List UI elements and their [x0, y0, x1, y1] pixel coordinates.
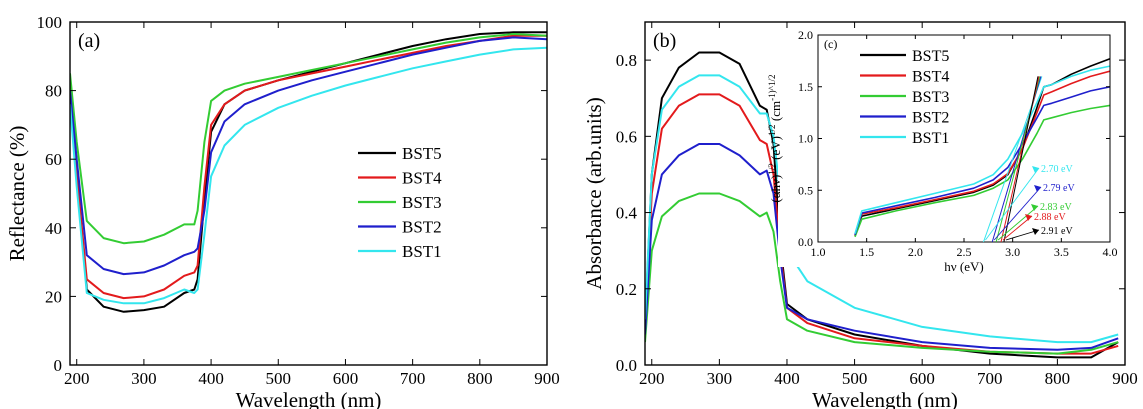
annotation-arrowhead-0 — [1032, 166, 1039, 173]
annotation-arrow-0 — [985, 167, 1040, 241]
x-tick-label: 1.5 — [859, 245, 874, 259]
series-group — [70, 31, 547, 313]
x-tick-label: 3.5 — [1054, 245, 1069, 259]
tangent-line-4 — [1003, 76, 1039, 243]
x-tick-label: 700 — [400, 369, 426, 388]
y-tick-label: 40 — [45, 219, 62, 238]
series-line-bst2 — [70, 36, 547, 276]
x-tick-label: 800 — [467, 369, 493, 388]
y-tick-label: 60 — [45, 150, 62, 169]
y-tick-label: 0.2 — [616, 280, 637, 299]
x-axis-title: Wavelength (nm) — [812, 388, 958, 409]
legend-label: BST1 — [402, 242, 442, 261]
bandgap-label: 2.91 eV — [1041, 226, 1073, 237]
bandgap-label: 2.79 eV — [1043, 183, 1075, 194]
x-tick-label: 2.5 — [957, 245, 972, 259]
y-tick-label: 1.5 — [798, 80, 813, 94]
series-line-bst1 — [70, 46, 547, 305]
y-tick-label: 20 — [45, 287, 62, 306]
annotation-arrowhead-4 — [1032, 228, 1039, 235]
y-tick-label: 0.4 — [616, 204, 638, 223]
x-axis-title: Wavelength (nm) — [236, 388, 382, 409]
y-tick-label: 0.0 — [616, 356, 637, 375]
annotation-arrow-4 — [1005, 229, 1040, 241]
x-tick-label: 800 — [1045, 369, 1071, 388]
series-line-bst4 — [70, 34, 547, 300]
x-tick-label: 900 — [1112, 369, 1138, 388]
y-axis-title-sup: -1)^1/2 — [767, 74, 777, 101]
x-tick-label: 200 — [639, 369, 665, 388]
x-tick-label: 4.0 — [1103, 245, 1118, 259]
panel-label: (c) — [824, 37, 837, 51]
y-tick-label: 1.0 — [798, 132, 813, 146]
y-axis-title-part: (αhν) — [768, 175, 783, 203]
legend-label: BST5 — [402, 144, 442, 163]
x-axis-title: hν (eV) — [944, 259, 983, 274]
x-tick-label: 600 — [333, 369, 359, 388]
x-tick-label: 300 — [131, 369, 157, 388]
annotation-arrow-1 — [993, 186, 1042, 241]
x-tick-label: 600 — [909, 369, 935, 388]
y-axis-title: Reflectance (%) — [5, 126, 29, 262]
y-tick-label: 0.5 — [798, 183, 813, 197]
annotation-arrow-3 — [1002, 215, 1033, 241]
y-tick-label: 2.0 — [798, 28, 813, 42]
y-axis-title-sup: 1/2 — [767, 124, 777, 136]
legend-label: BST3 — [402, 193, 442, 212]
y-axis-title: Absorbance (arb.units) — [582, 97, 606, 289]
inset-legend-label: BST4 — [912, 69, 949, 86]
plot-frame — [644, 21, 1126, 366]
series-line-bst3 — [70, 33, 547, 245]
x-tick-label: 3.0 — [1005, 245, 1020, 259]
legend-label: BST4 — [402, 169, 442, 188]
inset-legend-label: BST2 — [912, 110, 949, 127]
annotation-arrowhead-1 — [1034, 185, 1041, 192]
panel-label: (b) — [653, 30, 676, 52]
series-line-bst3 — [645, 192, 1119, 355]
annotation-arrowhead-2 — [1031, 204, 1038, 211]
y-tick-label: 0.8 — [616, 51, 637, 70]
panel-label: (a) — [78, 30, 100, 52]
x-tick-label: 500 — [842, 369, 868, 388]
y-axis-title: (αhν)1/2 (eV)1/2 (cm-1)^1/2 — [767, 74, 783, 203]
y-tick-label: 100 — [37, 13, 63, 32]
bandgap-label: 2.88 eV — [1034, 212, 1066, 223]
y-tick-label: 0 — [54, 356, 63, 375]
annotation-arrow-2 — [997, 205, 1039, 241]
y-tick-label: 80 — [45, 82, 62, 101]
bandgap-label: 2.70 eV — [1041, 164, 1073, 175]
x-tick-label: 300 — [707, 369, 733, 388]
legend-label: BST2 — [402, 218, 442, 237]
annotation-arrowhead-3 — [1025, 214, 1032, 221]
inset-legend-label: BST1 — [912, 130, 949, 147]
bandgap-label: 2.83 eV — [1040, 202, 1072, 213]
y-tick-label: 0.0 — [798, 235, 813, 249]
x-tick-label: 700 — [977, 369, 1003, 388]
y-axis-title-part: (cm — [768, 101, 783, 124]
series-line-bst4 — [854, 70, 1110, 237]
x-tick-label: 200 — [64, 369, 90, 388]
series-line-bst1 — [854, 65, 1110, 234]
x-tick-label: 900 — [534, 369, 560, 388]
y-axis-title-sup: 1/2 — [767, 163, 777, 175]
series-line-bst2 — [645, 143, 1119, 351]
inset-legend-label: BST5 — [912, 48, 949, 65]
x-tick-label: 500 — [266, 369, 292, 388]
x-tick-label: 400 — [774, 369, 800, 388]
series-line-bst1 — [645, 74, 1119, 344]
x-tick-label: 2.0 — [908, 245, 923, 259]
x-tick-label: 1.0 — [811, 245, 826, 259]
series-group — [645, 51, 1119, 359]
y-axis-title-part: (eV) — [768, 136, 783, 163]
x-tick-label: 400 — [198, 369, 224, 388]
y-tick-label: 0.6 — [616, 127, 637, 146]
plot-frame — [69, 21, 548, 366]
inset-background — [778, 30, 1115, 267]
series-line-bst2 — [854, 86, 1110, 236]
inset-legend-label: BST3 — [912, 89, 949, 106]
